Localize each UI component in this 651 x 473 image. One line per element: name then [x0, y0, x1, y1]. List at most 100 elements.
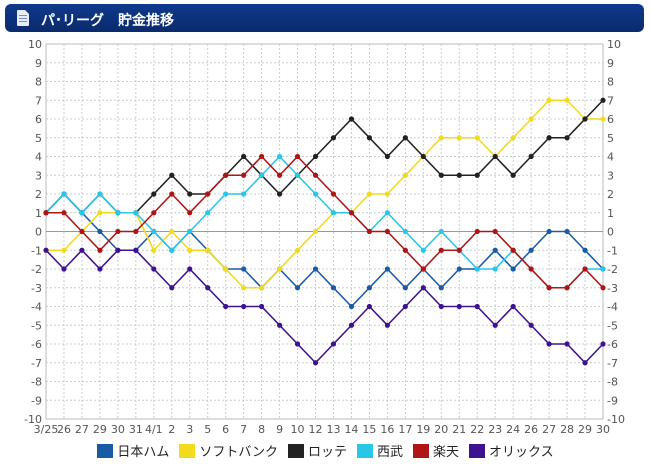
x-tick-label: 29	[578, 423, 592, 436]
data-point	[187, 266, 193, 272]
y-tick-label-left: 3	[35, 169, 42, 182]
x-tick-label: 31	[129, 423, 143, 436]
data-point	[420, 266, 426, 272]
data-point	[564, 135, 570, 141]
data-point	[330, 285, 337, 291]
data-point	[330, 210, 337, 216]
data-point	[276, 266, 283, 272]
data-point	[151, 191, 157, 197]
x-tick-label: 10	[291, 423, 305, 436]
data-point	[402, 247, 408, 253]
data-point	[97, 191, 103, 197]
legend-item: ロッテ	[288, 441, 347, 460]
legend-swatch	[179, 444, 196, 458]
data-point	[384, 228, 390, 235]
data-point	[276, 153, 283, 160]
data-point	[474, 228, 480, 235]
data-point	[330, 191, 337, 197]
x-tick-label: 22	[470, 423, 484, 436]
data-point	[438, 228, 444, 235]
x-tick-label: 27	[542, 423, 556, 436]
data-point	[456, 303, 462, 310]
data-point	[600, 341, 606, 347]
x-tick-label: 30	[596, 423, 610, 436]
series-line	[46, 155, 604, 289]
data-point	[348, 210, 355, 216]
x-tick-label: 4/1	[145, 423, 163, 436]
y-tick-label-right: 9	[607, 57, 614, 70]
data-point	[61, 191, 67, 197]
y-tick-label-left: 0	[35, 226, 42, 239]
y-tick-label-right: -2	[607, 263, 618, 276]
data-point	[223, 172, 229, 178]
data-point	[582, 360, 588, 366]
x-tick-label: 2	[168, 423, 175, 436]
x-tick-label: 29	[93, 423, 107, 436]
data-point	[187, 247, 193, 253]
legend-swatch	[357, 444, 374, 458]
x-tick-label: 9	[276, 423, 283, 436]
data-point	[97, 266, 103, 272]
legend-item: 西武	[357, 441, 403, 460]
data-point	[79, 210, 85, 216]
data-point	[402, 172, 408, 178]
data-point	[43, 247, 49, 253]
legend-swatch	[469, 444, 486, 458]
y-tick-label-right: -9	[607, 394, 618, 407]
data-point	[205, 191, 211, 197]
y-tick-label-left: 5	[35, 132, 42, 145]
data-point	[205, 285, 211, 291]
y-tick-label-left: -8	[31, 376, 42, 389]
data-point	[492, 228, 498, 235]
y-tick-label-right: -4	[607, 301, 618, 314]
x-tick-label: 15	[362, 423, 376, 436]
data-point	[259, 285, 265, 291]
y-tick-label-left: 9	[35, 57, 42, 70]
y-tick-label-right: 8	[607, 76, 614, 89]
x-tick-label: 23	[488, 423, 502, 436]
data-point	[151, 247, 157, 253]
data-point	[259, 153, 265, 160]
chart-title: パ･リーグ 貯金推移	[41, 13, 174, 29]
data-point	[438, 172, 444, 178]
y-tick-label-left: -5	[31, 319, 42, 332]
legend-label: 楽天	[433, 445, 460, 460]
data-point	[402, 303, 408, 310]
y-tick-label-right: 5	[607, 132, 614, 145]
data-point	[241, 153, 247, 160]
y-tick-label-right: -7	[607, 357, 618, 370]
y-tick-label-right: -10	[607, 413, 625, 426]
data-point	[187, 191, 193, 197]
data-point	[241, 303, 247, 310]
data-point	[312, 228, 319, 235]
data-point	[474, 266, 480, 272]
data-point	[402, 135, 408, 141]
data-point	[438, 303, 444, 310]
x-tick-label: 21	[452, 423, 466, 436]
y-tick-label-right: 2	[607, 188, 614, 201]
data-point	[420, 247, 426, 253]
data-point	[384, 266, 390, 272]
data-point	[151, 266, 157, 272]
y-tick-label-right: 3	[607, 169, 614, 182]
data-point	[43, 210, 49, 216]
legend-label: ロッテ	[308, 445, 348, 460]
data-point	[366, 191, 373, 197]
x-tick-label: 19	[416, 423, 430, 436]
data-point	[223, 303, 229, 310]
y-tick-label-left: -2	[31, 263, 42, 276]
x-tick-label: 12	[309, 423, 323, 436]
document-icon	[17, 10, 29, 26]
data-point	[259, 303, 265, 310]
data-point	[312, 266, 319, 272]
data-point	[97, 228, 103, 235]
data-point	[348, 303, 355, 310]
data-point	[546, 341, 552, 347]
data-point	[169, 172, 175, 178]
data-point	[187, 228, 193, 235]
series-line	[45, 249, 604, 364]
data-point	[384, 191, 390, 197]
data-point	[169, 228, 175, 235]
legend-item: ソフトバンク	[179, 441, 278, 460]
